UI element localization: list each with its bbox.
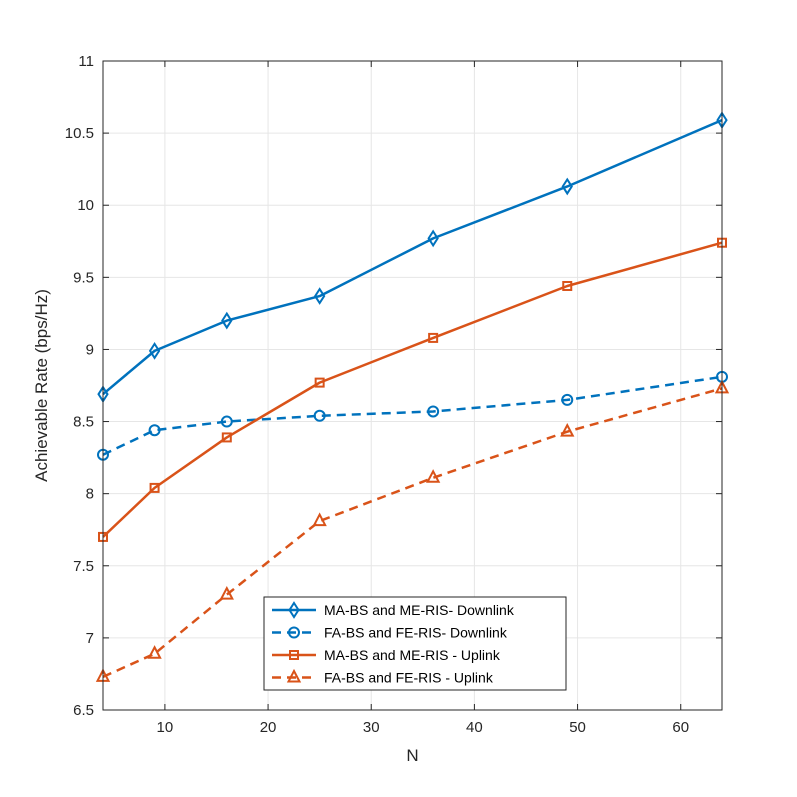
data-point <box>428 332 439 343</box>
data-point <box>561 177 573 196</box>
y-tick-label: 10 <box>77 197 94 214</box>
legend-marker <box>289 650 299 660</box>
data-point <box>562 280 573 291</box>
legend-item: MA-BS and ME-RIS- Downlink <box>272 601 515 619</box>
legend-item: FA-BS and FE-RIS - Uplink <box>272 668 494 686</box>
y-tick-label: 11 <box>78 53 94 70</box>
legend: MA-BS and ME-RIS- Downlink FA-BS and FE-R… <box>263 596 567 691</box>
y-tick-label: 8 <box>86 486 94 503</box>
x-tick-label: 20 <box>260 719 277 736</box>
data-point <box>313 287 326 305</box>
data-point <box>148 342 161 360</box>
legend-item: MA-BS and ME-RIS - Uplink <box>272 647 501 663</box>
series-line <box>102 375 723 456</box>
legend-box <box>263 596 567 691</box>
data-point <box>219 585 234 600</box>
data-point <box>427 405 440 418</box>
legend-label: FA-BS and FE-RIS- Downlink <box>324 625 508 641</box>
legend-marker <box>288 626 300 639</box>
data-point <box>561 393 574 406</box>
x-axis-label: N <box>406 746 418 765</box>
x-tick-label: 50 <box>569 719 586 736</box>
series-line <box>102 118 723 396</box>
data-point <box>221 311 233 330</box>
legend-marker <box>288 601 300 619</box>
data-point <box>560 422 575 437</box>
y-tick-label: 8.5 <box>73 414 94 431</box>
y-tick-label: 9 <box>86 341 94 358</box>
legend-marker <box>286 668 302 683</box>
series-line <box>102 241 723 538</box>
data-point <box>147 645 162 659</box>
data-point <box>313 409 326 422</box>
legend-label: FA-BS and FE-RIS - Uplink <box>324 670 494 686</box>
y-tick-label: 9.5 <box>73 269 94 286</box>
data-point <box>314 377 325 388</box>
data-point <box>425 469 441 483</box>
y-tick-label: 7 <box>86 630 94 647</box>
x-tick-label: 60 <box>672 719 689 736</box>
series-line <box>102 387 723 678</box>
y-tick-label: 6.5 <box>73 702 94 719</box>
axis-ticks: 10 20 30 40 50 60 6.5 7 7.5 8 8.5 9 9.5 10 10.5 11 <box>65 53 722 736</box>
x-tick-label: 10 <box>157 719 174 736</box>
data-point <box>427 229 439 248</box>
data-point <box>148 424 161 437</box>
data-point <box>221 432 232 443</box>
data-point <box>312 512 327 527</box>
data-point <box>149 482 160 493</box>
x-tick-label: 40 <box>466 719 483 736</box>
legend-label: MA-BS and ME-RIS- Downlink <box>324 602 515 618</box>
data-point <box>220 415 233 428</box>
legend-item: FA-BS and FE-RIS- Downlink <box>272 625 508 641</box>
series-layer <box>95 111 730 682</box>
y-tick-label: 7.5 <box>73 558 94 575</box>
y-axis-label: Achievable Rate (bps/Hz) <box>32 289 51 482</box>
legend-label: MA-BS and ME-RIS - Uplink <box>324 647 501 663</box>
plot-frame <box>102 60 723 711</box>
y-tick-label: 10.5 <box>65 125 94 142</box>
x-tick-label: 30 <box>363 719 380 736</box>
